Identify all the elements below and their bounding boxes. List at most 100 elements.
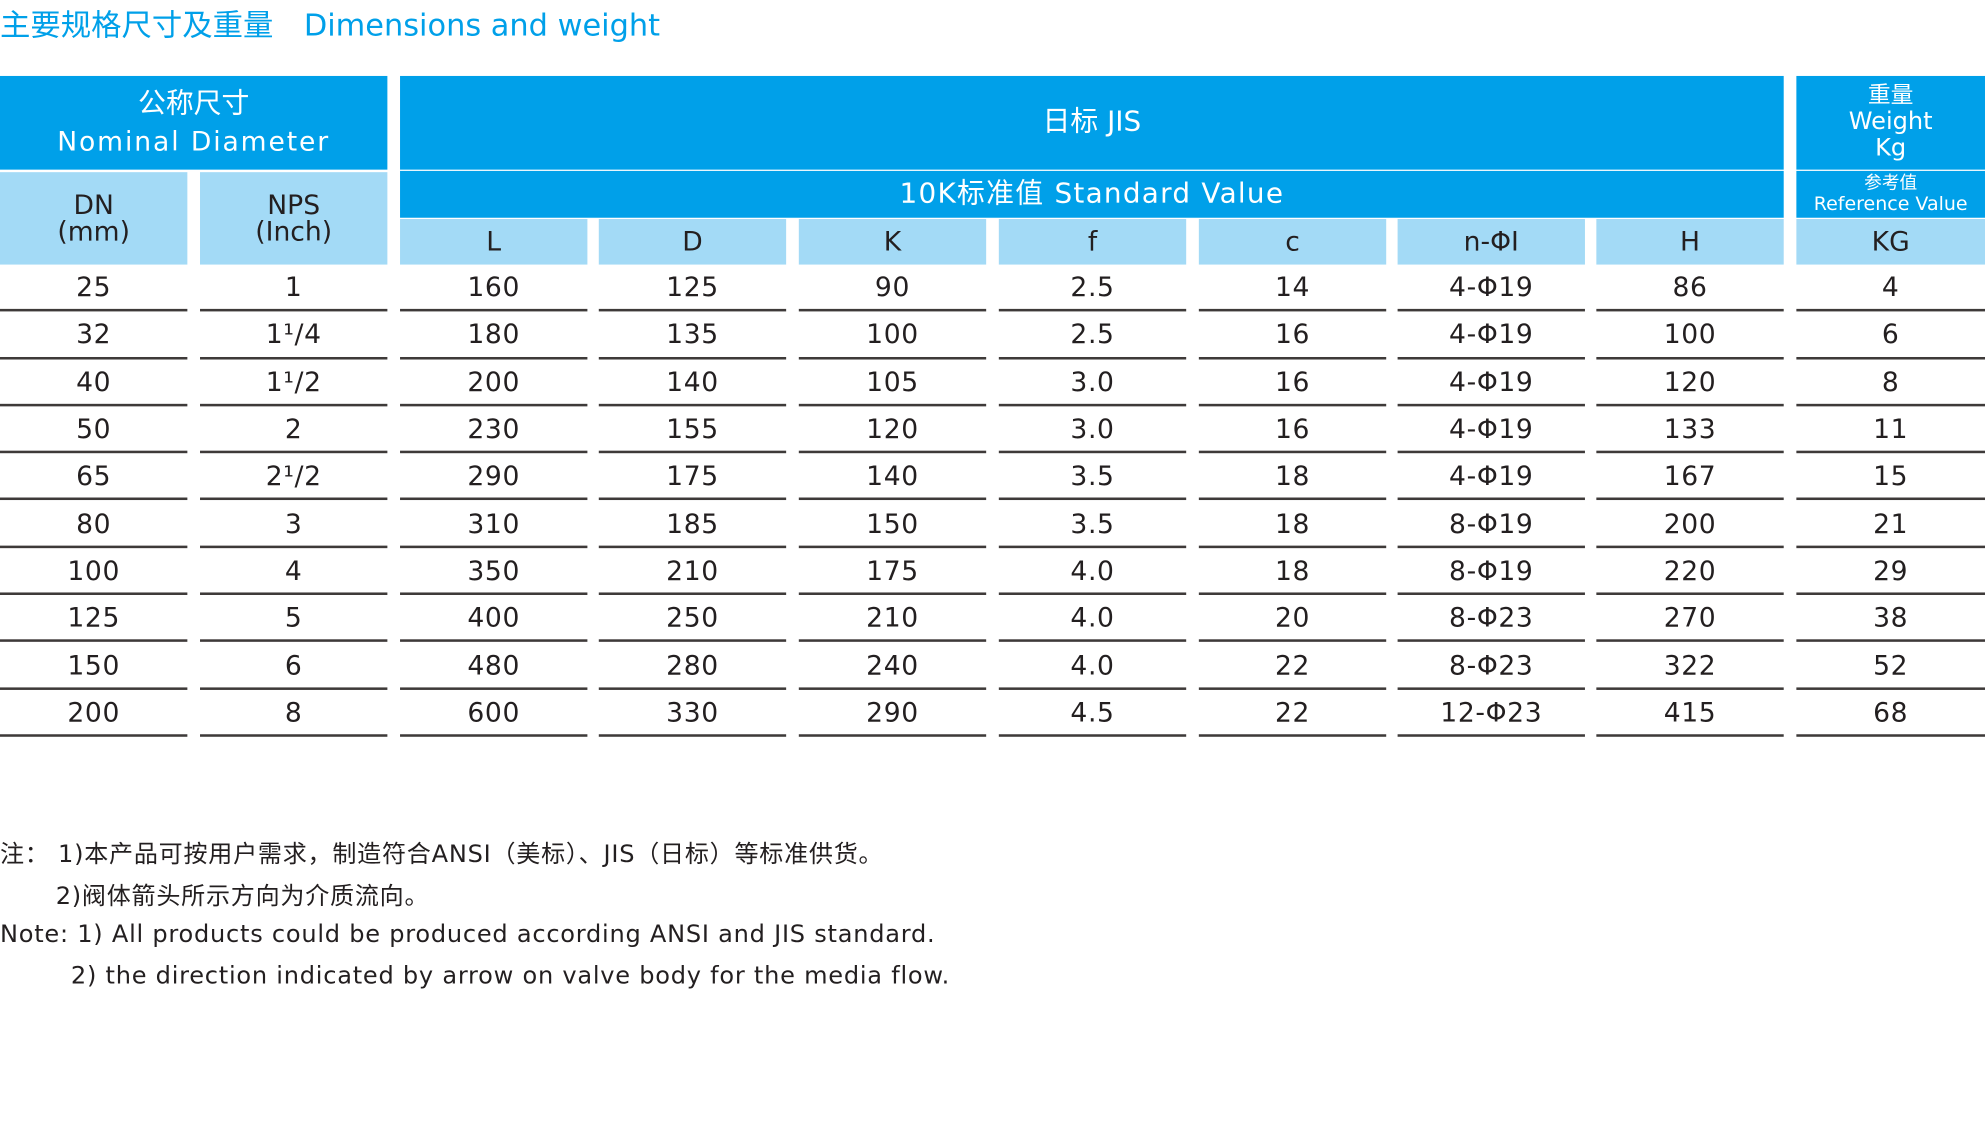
table-cell: 175 (598, 453, 787, 501)
table-cell: 140 (598, 359, 787, 407)
table-cell: 280 (598, 642, 787, 690)
column-header: NPS (Inch) (200, 172, 388, 265)
table-cell: 18 (1198, 548, 1387, 596)
column-header-text: L (486, 225, 502, 257)
table-cell: 330 (598, 690, 787, 737)
table-cell: 4.0 (998, 595, 1187, 643)
table-cell: 1 (200, 265, 388, 312)
table-cell: 32 (0, 312, 188, 360)
table-cell: 8 (1796, 359, 1985, 407)
table-cell: 68 (1796, 690, 1985, 737)
table-cell: 3.5 (998, 501, 1187, 548)
table-cell: 4-Φ19 (1397, 265, 1585, 312)
note: 注： 1)本产品可按用户需求，制造符合ANSI（美标）、JIS（日标）等标准供货… (0, 840, 884, 869)
table-cell: 16 (1198, 359, 1387, 407)
table-cell: 250 (598, 595, 787, 643)
table-cell: 210 (798, 595, 987, 643)
table-cell: 220 (1596, 548, 1784, 596)
table-cell: 25 (0, 265, 188, 312)
table-cell: 1¹/4 (200, 312, 388, 360)
table-cell: 8-Φ19 (1397, 501, 1585, 548)
table-cell: 8-Φ19 (1397, 548, 1585, 596)
table-cell: 3.5 (998, 453, 1187, 501)
table-cell: 11 (1796, 406, 1985, 454)
table-cell: 160 (400, 265, 588, 312)
column-header: KG (1796, 219, 1985, 265)
table-cell: 6 (1796, 312, 1985, 360)
table-cell: 4 (1796, 265, 1985, 312)
note: 2)阀体箭头所示方向为介质流向。 (55, 882, 430, 911)
weight-header-text: 重量 (1867, 82, 1914, 109)
table-cell: 140 (798, 453, 987, 501)
column-header: D (598, 219, 787, 265)
table-cell: 4.0 (998, 548, 1187, 596)
table-cell: 6 (200, 642, 388, 690)
table-cell: 125 (0, 595, 188, 643)
table-cell: 21 (1796, 501, 1985, 548)
table-cell: 200 (0, 690, 188, 737)
table-cell: 22 (1198, 690, 1387, 737)
column-header-text: (mm) (57, 215, 130, 247)
table-cell: 8-Φ23 (1397, 595, 1585, 643)
weight-header: 重量 Weight Kg (1796, 75, 1985, 170)
table-cell: 150 (798, 501, 987, 548)
table-cell: 86 (1596, 265, 1784, 312)
table-cell: 210 (598, 548, 787, 596)
table-cell: 185 (598, 501, 787, 548)
reference-header-text: 参考值 (1864, 173, 1918, 194)
table-cell: 22 (1198, 642, 1387, 690)
table-cell: 230 (400, 406, 588, 454)
table-cell: 18 (1198, 501, 1387, 548)
table-cell: 100 (0, 548, 188, 596)
table-cell: 200 (400, 359, 588, 407)
table-cell: 120 (1596, 359, 1784, 407)
column-header: c (1198, 219, 1387, 265)
table-cell: 3 (200, 501, 388, 548)
table-cell: 150 (0, 642, 188, 690)
table-cell: 50 (0, 406, 188, 454)
column-header-text: NPS (267, 189, 321, 220)
table-cell: 2¹/2 (200, 453, 388, 501)
nominal-header: 公称尺寸 Nominal Diameter (0, 75, 388, 170)
table-cell: 4.5 (998, 690, 1187, 737)
table-cell: 310 (400, 501, 588, 548)
title-cn: 主要规格尺寸及重量 (0, 7, 274, 44)
table-cell: 12-Φ23 (1397, 690, 1585, 737)
table-cell: 16 (1198, 406, 1387, 454)
table-cell: 290 (400, 453, 588, 501)
table-cell: 125 (598, 265, 787, 312)
table-cell: 155 (598, 406, 787, 454)
nominal-header-text: 公称尺寸 (137, 87, 250, 120)
table-cell: 350 (400, 548, 588, 596)
table-cell: 90 (798, 265, 987, 312)
table-cell: 29 (1796, 548, 1985, 596)
table-cell: 4-Φ19 (1397, 406, 1585, 454)
table-cell: 2.5 (998, 312, 1187, 360)
table-cell: 270 (1596, 595, 1784, 643)
table-cell: 3.0 (998, 359, 1187, 407)
table-cell: 100 (1596, 312, 1784, 360)
table-cell: 133 (1596, 406, 1784, 454)
table-cell: 100 (798, 312, 987, 360)
table-cell: 52 (1796, 642, 1985, 690)
weight-header-text: Kg (1875, 134, 1907, 163)
table-cell: 20 (1198, 595, 1387, 643)
title-en: Dimensions and weight (303, 7, 661, 44)
table-cell: 4-Φ19 (1397, 453, 1585, 501)
table-cell: 400 (400, 595, 588, 643)
table-cell: 65 (0, 453, 188, 501)
table-cell: 240 (798, 642, 987, 690)
column-header: H (1596, 219, 1784, 265)
table-cell: 4-Φ19 (1397, 359, 1585, 407)
column-header-text: f (1087, 225, 1098, 257)
table-cell: 290 (798, 690, 987, 737)
column-header-text: H (1680, 225, 1701, 257)
table-cell: 200 (1596, 501, 1784, 548)
jis-header: 日标 JIS (400, 75, 1784, 170)
standard-header: 10K标准值 Standard Value (400, 170, 1784, 218)
column-header-text: K (883, 225, 902, 257)
standard-header-text: 10K标准值 Standard Value (899, 177, 1285, 210)
note: 2) the direction indicated by arrow on v… (70, 962, 951, 990)
column-header: n-ΦI (1397, 219, 1585, 265)
